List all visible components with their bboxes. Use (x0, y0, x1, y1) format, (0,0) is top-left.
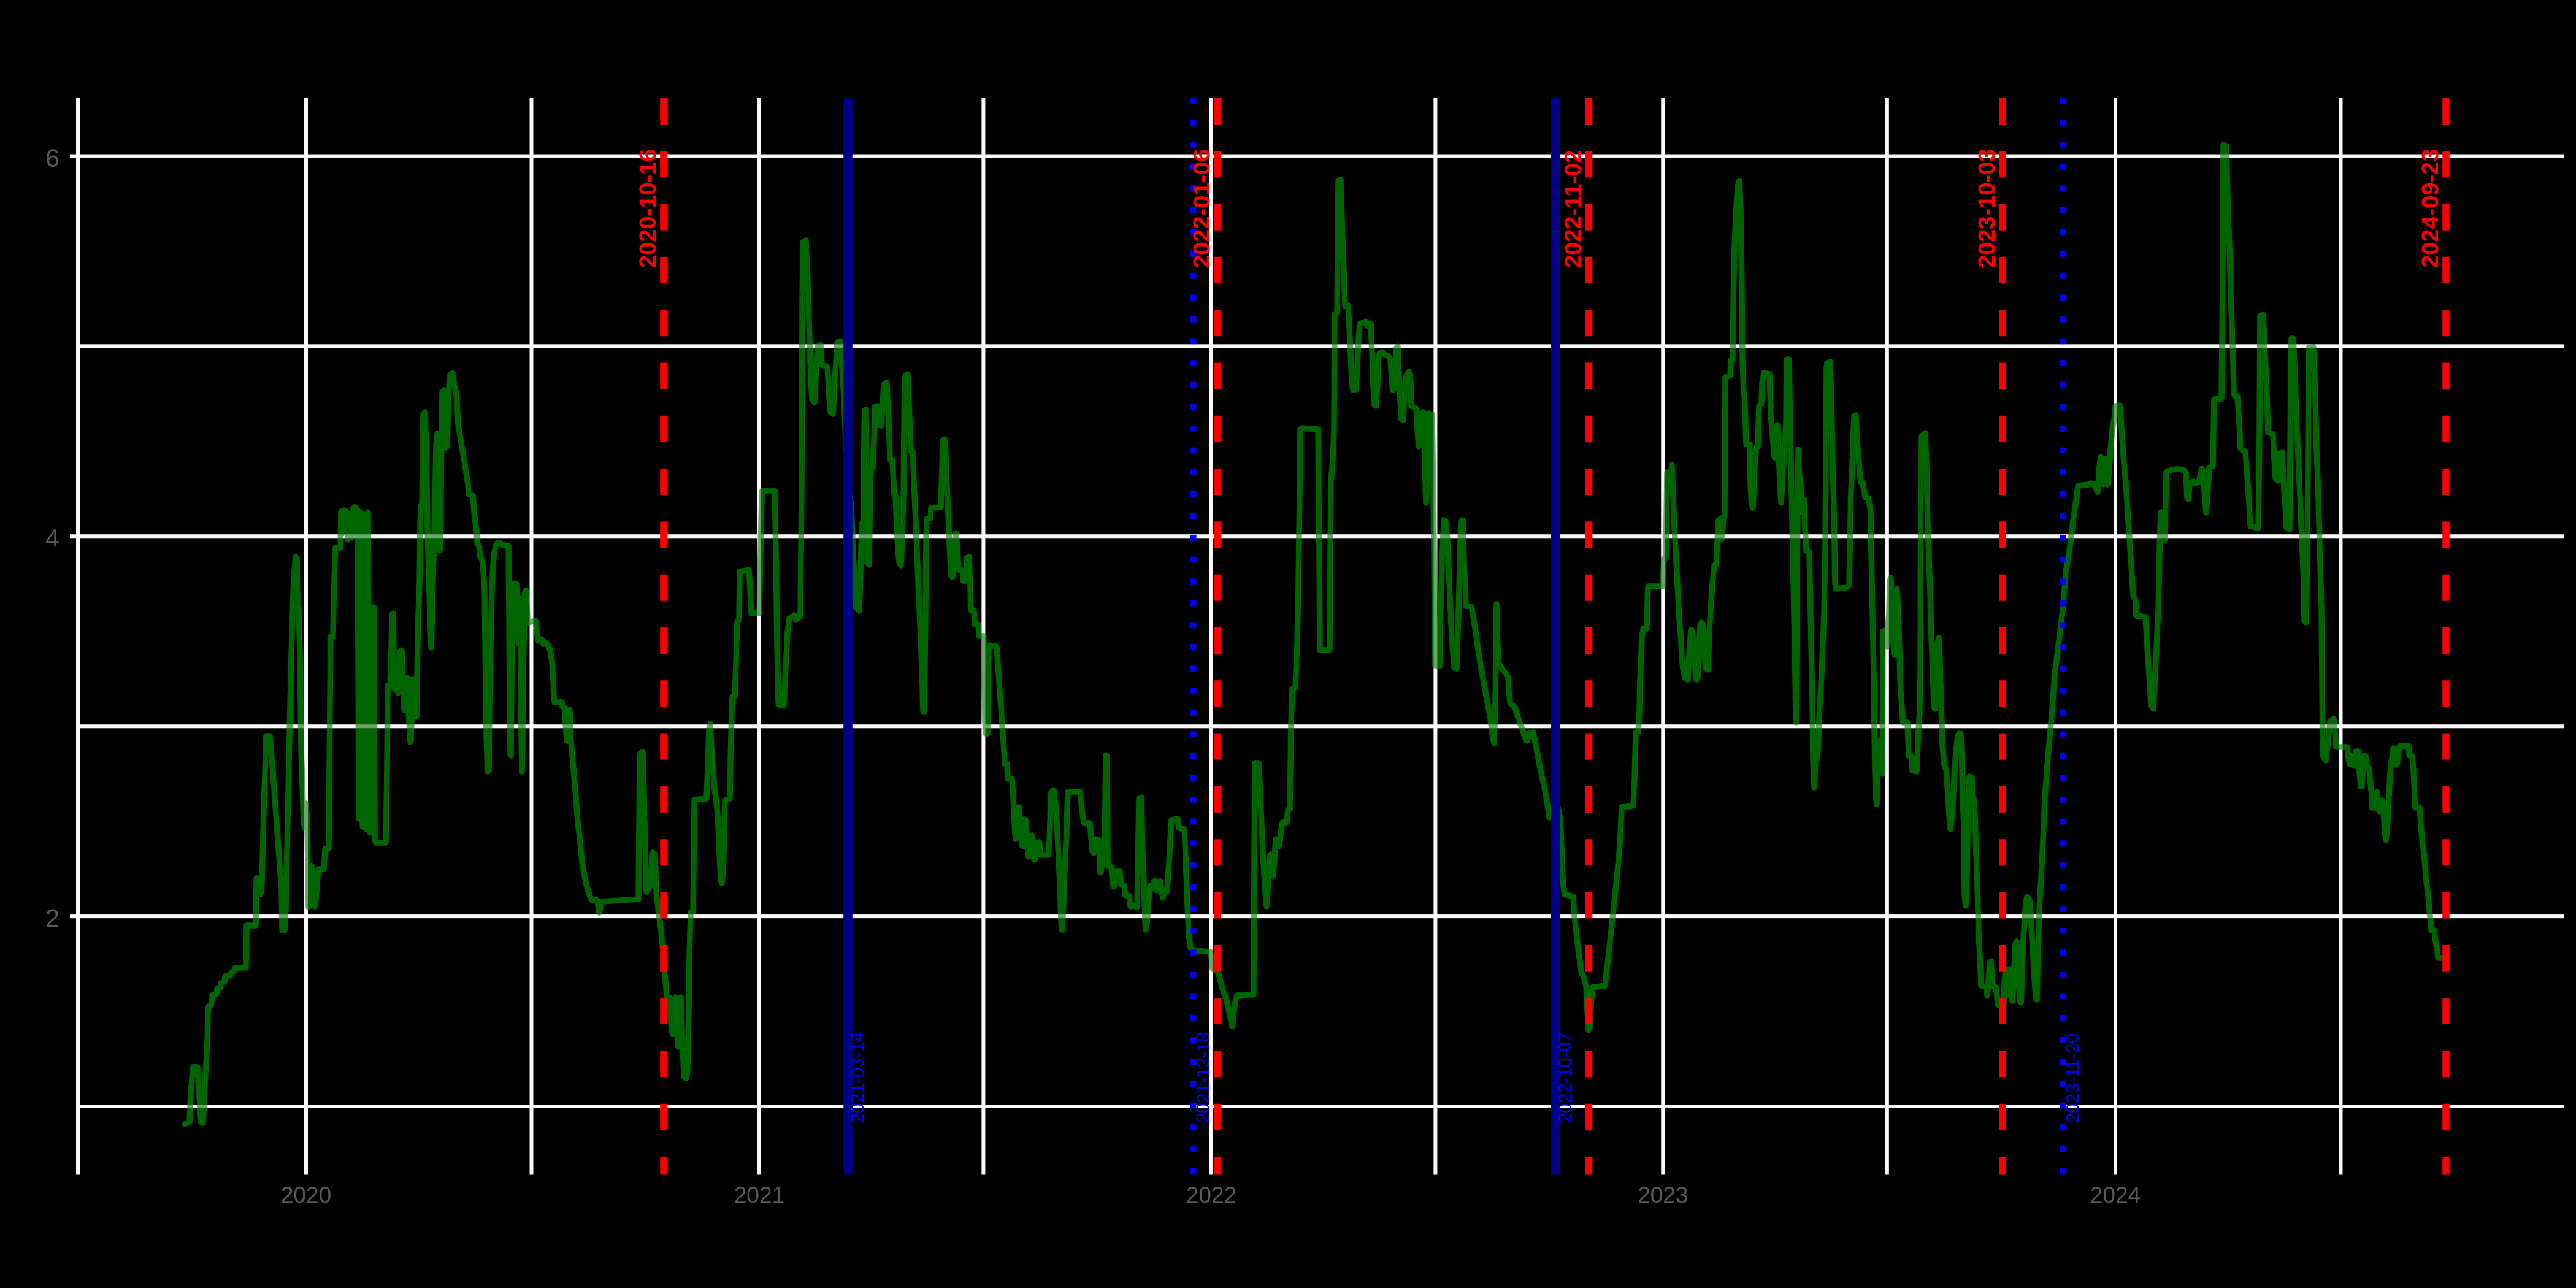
svg-text:2020: 2020 (281, 1183, 331, 1208)
svg-text:2022-01-06: 2022-01-06 (1189, 149, 1215, 268)
svg-text:4: 4 (45, 524, 59, 552)
svg-text:2023-10-03: 2023-10-03 (1974, 149, 2000, 268)
svg-text:2021-12-18: 2021-12-18 (1194, 1032, 1213, 1123)
svg-text:2022-11-02: 2022-11-02 (1561, 150, 1587, 268)
svg-text:2024-09-23: 2024-09-23 (2418, 149, 2444, 268)
svg-text:2024: 2024 (2090, 1183, 2141, 1208)
svg-text:6: 6 (45, 144, 59, 172)
svg-text:2022: 2022 (1186, 1183, 1236, 1208)
svg-text:2023-11-20: 2023-11-20 (2063, 1033, 2083, 1123)
svg-text:2023: 2023 (1638, 1183, 1688, 1208)
svg-text:2020-10-16: 2020-10-16 (635, 149, 661, 268)
svg-text:2022-10-07: 2022-10-07 (1556, 1032, 1576, 1123)
svg-text:2021: 2021 (734, 1183, 784, 1208)
svg-text:2: 2 (45, 904, 59, 932)
svg-text:2021-03-14: 2021-03-14 (848, 1032, 868, 1123)
